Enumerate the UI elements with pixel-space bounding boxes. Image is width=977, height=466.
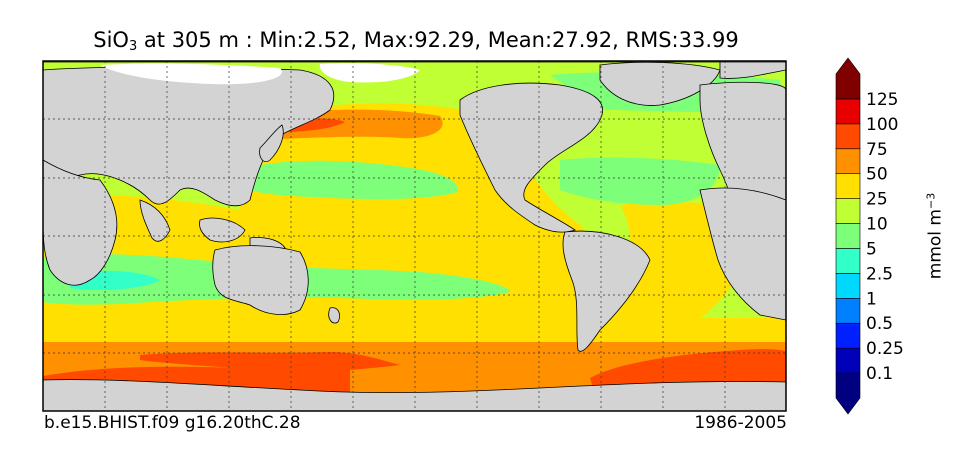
colorbar-ticks: 0.1 0.25 0.5 1 2.5 5 10 25 50 75 100 125 xyxy=(866,90,904,384)
colorbar-tick-label: 50 xyxy=(866,165,888,185)
colorbar-segment xyxy=(835,347,861,374)
colorbar-segment xyxy=(835,123,861,150)
colorbar-tick-label: 25 xyxy=(866,190,888,210)
sea-ice-mask xyxy=(100,63,420,85)
colorbar-tick-label: 10 xyxy=(866,215,888,235)
colorbar-tick-label: 0.25 xyxy=(866,339,904,359)
map-frame xyxy=(42,60,787,412)
period-label: 1986-2005 xyxy=(694,413,787,433)
colorbar-segment xyxy=(835,148,861,174)
colorbar-tick-label: 75 xyxy=(866,140,888,160)
colorbar-segment xyxy=(835,223,861,249)
map-title: SiO3 at 305 m : Min:2.52, Max:92.29, Mea… xyxy=(93,28,739,54)
colorbar-tick-label: 0.5 xyxy=(866,314,893,334)
colorbar-tick-label: 125 xyxy=(866,90,898,110)
colorbar-segment xyxy=(835,57,861,100)
colorbar-segment xyxy=(835,173,861,199)
colorbar-segment xyxy=(835,298,861,324)
colorbar-segment xyxy=(835,322,861,349)
colorbar-tick-label: 0.1 xyxy=(866,364,893,384)
colorbar-tick-label: 5 xyxy=(866,239,877,259)
colorbar-segments xyxy=(835,57,861,415)
colorbar-segment xyxy=(835,248,861,274)
colorbar-units-label: mmol m−3 xyxy=(924,192,946,280)
colorbar-tick-label: 2.5 xyxy=(866,264,893,284)
colorbar-tick-label: 1 xyxy=(866,289,877,309)
colorbar-segment xyxy=(835,198,861,224)
colorbar-segment xyxy=(835,98,861,125)
colorbar-segment xyxy=(835,273,861,299)
colorbar-segment xyxy=(835,372,861,415)
colorbar-tick-label: 100 xyxy=(866,115,898,135)
run-label: b.e15.BHIST.f09 g16.20thC.28 xyxy=(44,413,301,433)
land-masses xyxy=(43,61,786,411)
gridlines xyxy=(43,61,786,411)
